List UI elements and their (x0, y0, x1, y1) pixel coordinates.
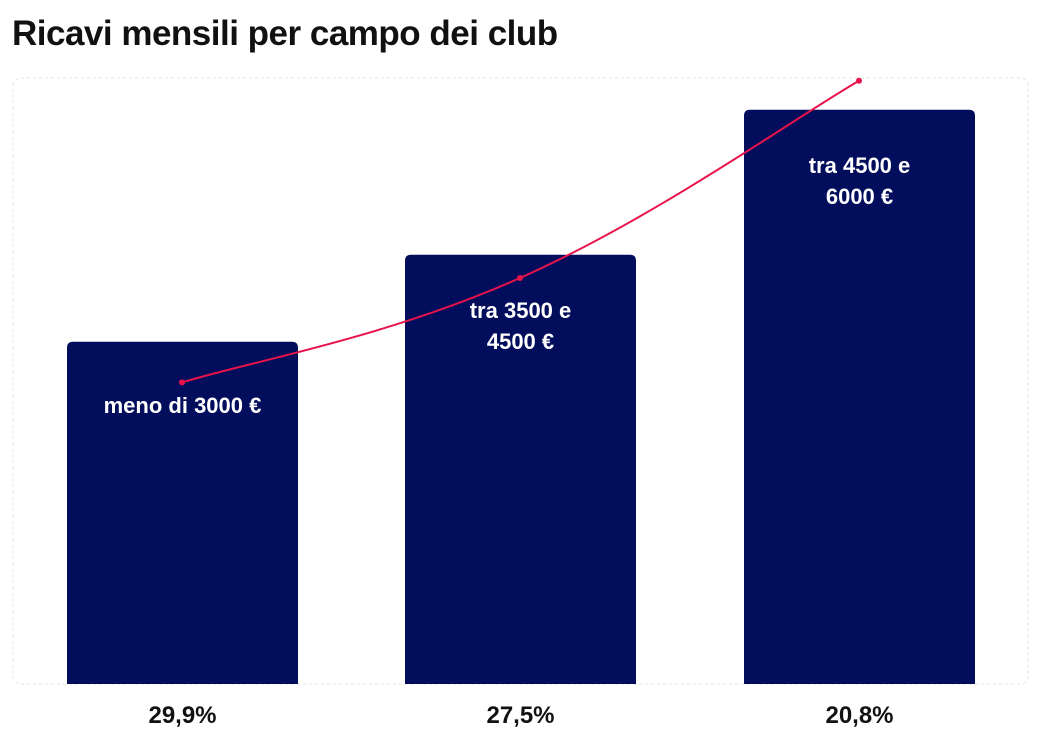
bar-3 (744, 109, 975, 685)
trend-point-1 (179, 379, 185, 386)
value-label-1: 29,9% (148, 702, 216, 729)
bar-1 (67, 341, 298, 684)
labels-layer: meno di 3000 € tra 3500 e 4500 € tra 4500 e… (104, 153, 911, 729)
category-label-1: meno di 3000 € (104, 393, 262, 418)
category-label-3: tra 4500 e 6000 € (809, 153, 911, 209)
value-label-3: 20,8% (825, 702, 893, 729)
trend-line-layer (179, 77, 862, 386)
trend-point-3 (856, 77, 862, 84)
chart-title: Ricavi mensili per campo dei club (12, 14, 558, 53)
trend-point-2 (517, 275, 523, 281)
bars-layer (67, 109, 975, 685)
bar-2 (405, 254, 636, 685)
category-label-2: tra 3500 e 4500 € (470, 298, 572, 354)
value-label-2: 27,5% (486, 702, 554, 729)
